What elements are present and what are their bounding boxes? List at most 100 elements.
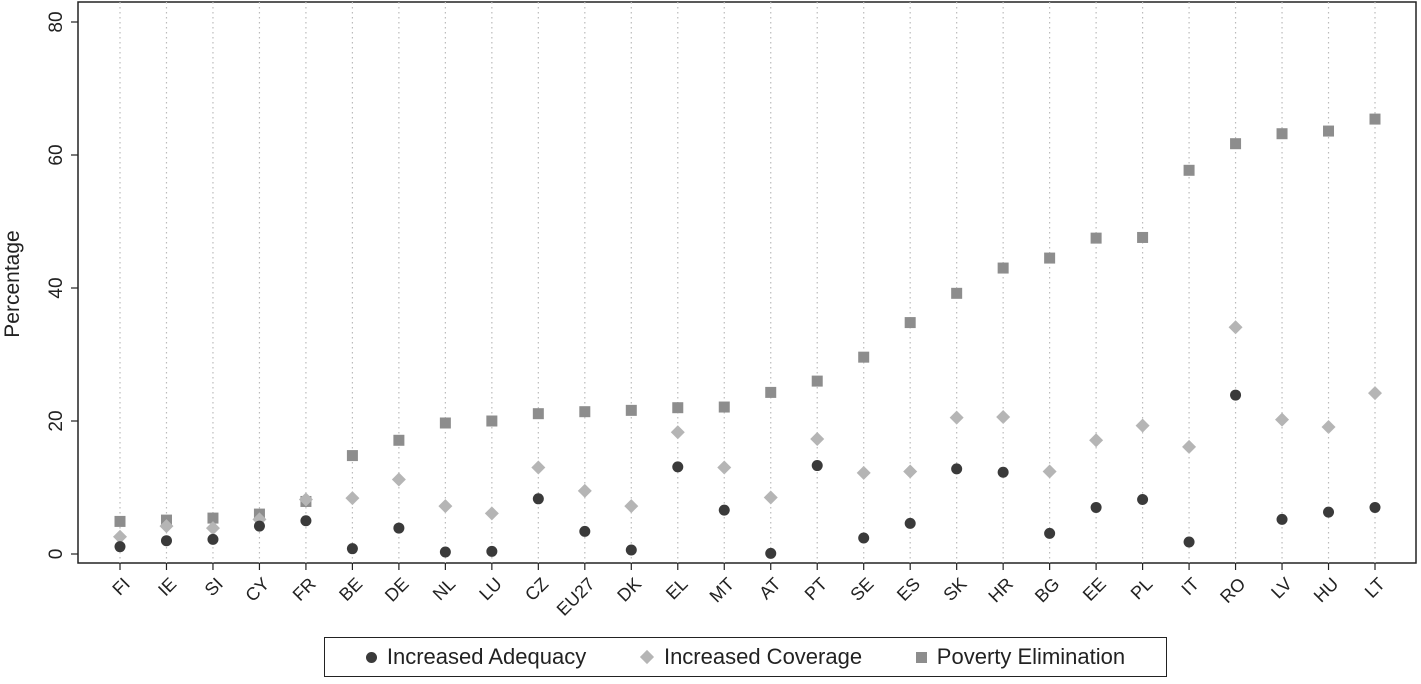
point-circle [1369,501,1381,513]
point-circle [997,466,1009,478]
x-tick-label: CY [241,574,273,606]
point-circle [207,533,219,545]
point-square [672,402,684,414]
y-axis-label: Percentage [1,230,24,337]
point-square [1323,125,1335,137]
x-tick-label: LU [475,574,505,604]
legend-item-adequacy: Increased Adequacy [365,644,587,670]
x-tick-label: IT [1177,574,1202,599]
point-circle [1044,527,1056,539]
point-circle [253,520,265,532]
x-tick-label: PL [1127,574,1157,604]
point-square [765,386,777,398]
point-square [346,450,358,462]
point-circle [346,543,358,555]
point-circle [904,517,916,529]
point-square [393,434,405,446]
x-tick-label: ES [893,574,924,605]
point-diamond [298,492,313,507]
x-tick-label: BE [335,574,366,605]
square-marker-icon [915,651,927,663]
point-circle [1183,536,1195,548]
point-circle [1230,389,1242,401]
point-square [1369,113,1381,125]
point-square [579,406,591,418]
point-diamond [1228,320,1243,335]
point-circle [393,522,405,534]
point-diamond [670,425,685,440]
point-circle [1137,493,1149,505]
legend-item-poverty: Poverty Elimination [915,644,1126,670]
legend-label: Increased Adequacy [386,644,587,669]
x-tick-label: BG [1031,574,1064,607]
point-diamond [624,499,639,514]
point-diamond [1321,419,1336,434]
point-circle [811,460,823,472]
point-circle [579,525,591,537]
point-diamond [1368,386,1382,401]
point-diamond [949,410,964,425]
point-square [1090,232,1102,244]
data-points [113,113,1382,559]
x-tick-label: MT [706,574,739,607]
x-tick-label: HR [984,574,1017,607]
plot-frame [77,1,1417,564]
x-tick-label: LV [1267,574,1296,603]
legend: Increased Adequacy Increased Coverage Po… [324,637,1167,677]
point-diamond [113,529,127,544]
y-tick-label: 80 [46,11,67,32]
point-square [811,375,823,387]
point-square [1230,138,1242,150]
point-circle [765,547,777,559]
x-tick-label: LT [1361,574,1389,602]
point-diamond [1182,439,1197,454]
point-square [1276,128,1288,140]
y-axis: 0 20 40 60 80 [46,11,78,559]
y-tick-label: 20 [46,410,67,431]
point-square [904,317,916,329]
point-diamond [205,521,220,536]
point-square [1044,252,1056,264]
x-axis: FI IE SI CY FR BE DE NL LU CZ EU27 DK EL MT AT PT SE ES SK… [108,563,1389,620]
circle-marker-icon [365,651,377,663]
legend-item-coverage: Increased Coverage [639,644,863,670]
x-tick-label: HU [1310,574,1343,607]
point-square [532,408,544,420]
x-tick-label: SI [201,574,227,600]
point-diamond [763,490,778,505]
legend-label: Poverty Elimination [936,644,1126,669]
point-circle [625,544,637,556]
x-tick-label: EU27 [553,574,599,620]
point-diamond [1275,412,1290,427]
point-diamond [717,460,732,475]
point-diamond [1042,464,1057,479]
point-circle [718,504,730,516]
x-tick-label: NL [429,574,459,604]
y-tick-label: 40 [46,277,67,298]
grid-lines [119,2,1376,563]
point-diamond [438,499,453,514]
point-diamond [345,491,360,506]
point-diamond [810,431,825,446]
point-diamond [996,410,1011,425]
point-square [1183,164,1195,176]
x-tick-label: EL [662,574,692,604]
point-circle [1323,506,1335,518]
legend-label: Increased Coverage [663,644,863,669]
point-diamond [1089,433,1104,448]
point-circle [1090,501,1102,513]
point-square [718,401,730,413]
x-tick-label: PT [801,574,831,604]
x-tick-label: RO [1216,574,1249,607]
x-tick-label: IE [154,574,180,600]
point-circle [672,461,684,473]
x-tick-label: CZ [521,574,552,605]
point-square [207,512,219,524]
point-square [486,415,498,427]
point-square [951,287,963,299]
point-circle [300,515,312,527]
y-tick-label: 60 [46,144,67,165]
point-circle [532,493,544,505]
